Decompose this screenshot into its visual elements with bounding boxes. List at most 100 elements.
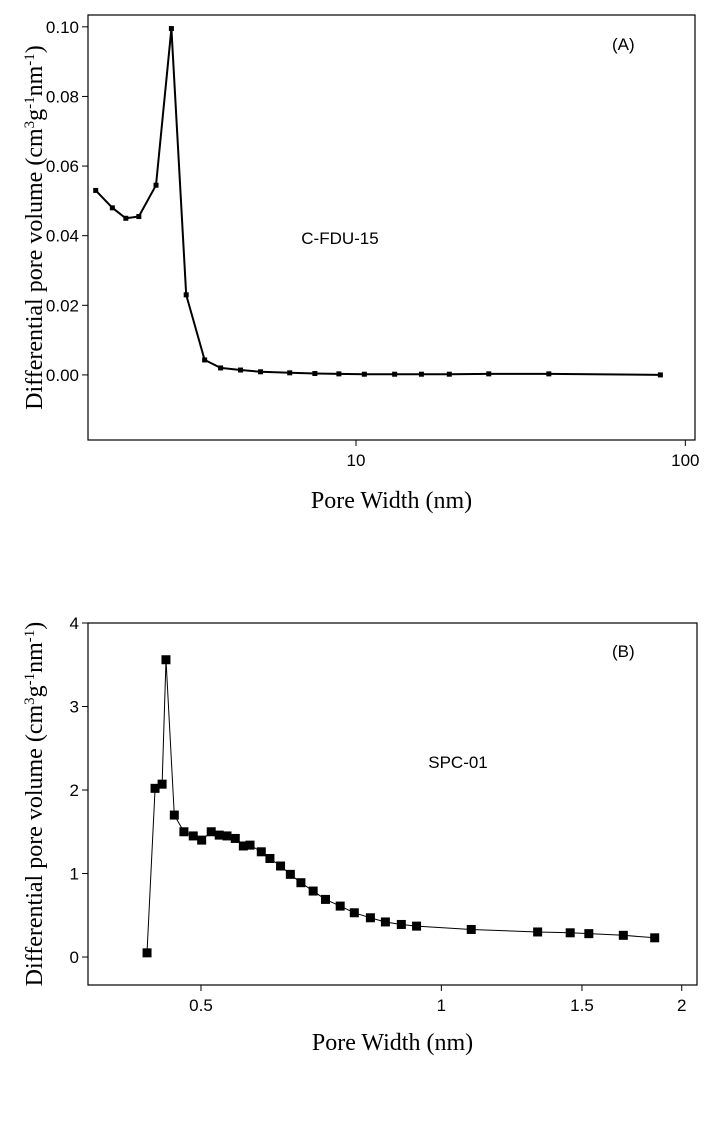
y-axis-title-part: nm — [22, 642, 48, 673]
annotation: SPC-01 — [428, 753, 488, 772]
x-axis-title: Pore Width (nm) — [311, 488, 472, 514]
y-axis-title-part: 3 — [22, 697, 38, 705]
data-point — [657, 372, 663, 378]
data-point — [650, 933, 660, 943]
y-axis-title: Differential pore volume (cm3g-1nm-1) — [22, 622, 48, 987]
data-point — [179, 827, 189, 837]
data-point — [276, 861, 286, 871]
data-point — [214, 830, 224, 840]
y-tick-label: 1 — [70, 865, 79, 884]
data-point — [392, 371, 398, 377]
data-point — [365, 913, 375, 923]
y-tick-label: 0.08 — [46, 87, 79, 106]
y-axis-title-part: -1 — [22, 53, 38, 66]
y-axis-title-part: nm — [22, 65, 48, 96]
data-point — [308, 886, 318, 896]
data-point — [168, 26, 174, 32]
chart: 0.00 0.02 0.04 0.06 0.08 0.10 10 100 Pore Width … — [22, 14, 700, 514]
data-point — [418, 371, 424, 377]
data-point — [380, 917, 390, 927]
data-point — [296, 878, 306, 888]
plot-frame — [87, 622, 698, 986]
chart: 0 1 2 3 4 0.5 1 1.5 2 Pore Width (nm) Differential… — [22, 614, 698, 1056]
y-axis-title-part: 3 — [22, 121, 38, 129]
data-point — [396, 919, 406, 929]
y-axis-title-part: g — [22, 109, 48, 121]
y-tick-label: 0.00 — [46, 366, 79, 385]
x-tick-label: 10 — [347, 451, 366, 470]
data-point — [546, 371, 552, 377]
data-point — [93, 187, 99, 193]
y-axis-title-part: ) — [22, 622, 48, 630]
data-point — [361, 371, 367, 377]
y-tick-label: 0.02 — [46, 296, 79, 315]
y-tick-label: 0.04 — [46, 227, 79, 246]
data-point — [161, 655, 171, 665]
data-point — [245, 840, 255, 850]
y-tick-label: 2 — [70, 781, 79, 800]
x-tick-label: 1 — [437, 996, 446, 1015]
x-tick-label: 0.5 — [189, 996, 213, 1015]
data-point — [533, 927, 543, 937]
data-point — [446, 371, 452, 377]
y-axis-title-part: g — [22, 685, 48, 697]
data-point — [206, 827, 216, 837]
data-point — [320, 894, 330, 904]
data-point — [123, 215, 129, 221]
data-line — [146, 659, 655, 953]
data-point — [188, 831, 198, 841]
y-tick-label: 0.10 — [46, 18, 79, 37]
data-point — [142, 948, 152, 958]
data-point — [466, 924, 476, 934]
y-tick-label: 4 — [70, 614, 79, 633]
data-point — [136, 214, 142, 220]
data-point — [238, 841, 248, 851]
y-axis-title: Differential pore volume (cm3g-1nm-1) — [22, 45, 48, 410]
data-point — [150, 783, 160, 793]
x-tick-label: 100 — [671, 451, 699, 470]
data-point — [238, 367, 244, 373]
y-axis-title-part: -1 — [22, 630, 38, 643]
data-point — [565, 928, 575, 938]
data-point — [169, 810, 179, 820]
data-point — [197, 835, 207, 845]
data-point — [486, 371, 492, 377]
data-point — [153, 182, 159, 188]
data-point — [349, 908, 359, 918]
y-axis-title-part: -1 — [22, 673, 38, 686]
data-point — [230, 833, 240, 843]
data-point — [109, 205, 115, 211]
data-point — [256, 847, 266, 857]
data-point — [202, 357, 208, 363]
data-point — [312, 371, 318, 377]
y-axis-title-part: ) — [22, 45, 48, 53]
x-tick-label: 2 — [677, 996, 686, 1015]
data-point — [412, 921, 422, 931]
y-tick-label: 0.06 — [46, 157, 79, 176]
y-axis-title-part: Differential pore volume (cm — [22, 128, 48, 410]
data-point — [265, 853, 275, 863]
data-point — [584, 929, 594, 939]
data-point — [618, 930, 628, 940]
annotation: (B) — [612, 642, 635, 661]
annotation: C-FDU-15 — [301, 229, 378, 248]
data-point — [218, 365, 224, 371]
data-point — [183, 292, 189, 298]
data-point — [287, 370, 293, 376]
x-axis-title: Pore Width (nm) — [312, 1030, 473, 1056]
y-tick-label: 3 — [70, 698, 79, 717]
y-axis-title-part: Differential pore volume (cm — [22, 705, 48, 987]
data-point — [157, 779, 167, 789]
data-line — [94, 27, 661, 376]
data-point — [258, 369, 264, 375]
data-point — [336, 371, 342, 377]
annotation: (A) — [612, 35, 635, 54]
y-axis-title-part: -1 — [22, 96, 38, 109]
plot-frame — [87, 14, 696, 441]
data-point — [285, 869, 295, 879]
y-tick-label: 0 — [70, 948, 79, 967]
data-point — [335, 901, 345, 911]
x-tick-label: 1.5 — [570, 996, 594, 1015]
data-point — [222, 831, 232, 841]
